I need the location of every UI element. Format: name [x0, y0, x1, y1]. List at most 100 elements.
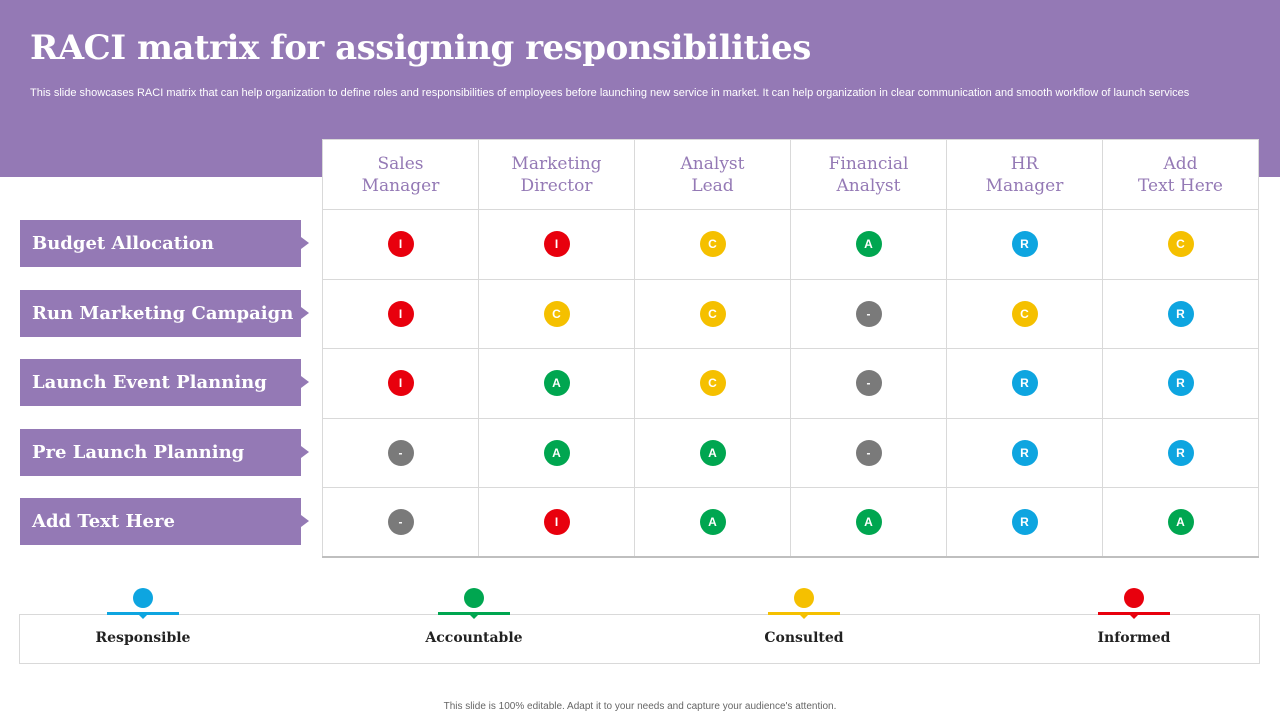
task-label: Run Marketing Campaign: [20, 290, 310, 337]
raci-badge: -: [855, 439, 882, 466]
raci-badge: R: [1011, 509, 1038, 535]
raci-badge: R: [1167, 439, 1194, 466]
task-label-text: Budget Allocation: [20, 220, 301, 267]
legend-item-responsible: Responsible: [63, 588, 223, 658]
legend-bar: [1098, 612, 1170, 615]
legend-bar: [768, 612, 840, 615]
task-label-text: Add Text Here: [20, 498, 301, 545]
matrix-cell: R: [946, 487, 1103, 558]
raci-badge: R: [1011, 439, 1038, 466]
matrix-cell: C: [1102, 209, 1259, 280]
legend-label: Accountable: [425, 630, 523, 646]
pointer-arrow-icon: [301, 446, 309, 458]
matrix-cell: -: [790, 348, 947, 419]
matrix-cell: R: [946, 417, 1103, 488]
legend-bar: [438, 612, 510, 615]
matrix-row: I A C - R R: [322, 348, 1259, 419]
matrix-cell: R: [946, 209, 1103, 280]
pointer-arrow-icon: [301, 515, 309, 527]
matrix-row: I I C A R C: [322, 209, 1259, 280]
raci-badge: -: [387, 439, 414, 466]
column-header: HR Manager: [946, 139, 1103, 210]
column-header: Financial Analyst: [790, 139, 947, 210]
legend-pointer-icon: [139, 615, 147, 619]
raci-badge: C: [699, 300, 726, 327]
legend-item-accountable: Accountable: [394, 588, 554, 658]
raci-matrix: Sales Manager Marketing Director Analyst…: [322, 139, 1259, 558]
legend-dot-icon: [1124, 588, 1144, 608]
legend-pointer-icon: [1130, 615, 1138, 619]
raci-badge: C: [1167, 231, 1194, 258]
raci-badge: I: [543, 509, 570, 535]
column-header: Analyst Lead: [634, 139, 791, 210]
task-label-text: Pre Launch Planning: [20, 429, 301, 476]
task-label: Add Text Here: [20, 498, 310, 545]
legend-label: Responsible: [95, 630, 191, 646]
raci-badge: I: [387, 370, 414, 397]
raci-badge: I: [543, 231, 570, 258]
matrix-cell: -: [322, 417, 479, 488]
raci-badge: R: [1011, 231, 1038, 258]
raci-badge: C: [699, 370, 726, 397]
legend-item-informed: Informed: [1054, 588, 1214, 658]
raci-badge: I: [387, 231, 414, 258]
pointer-arrow-icon: [301, 376, 309, 388]
task-label: Pre Launch Planning: [20, 429, 310, 476]
raci-badge: R: [1011, 370, 1038, 397]
column-header: Add Text Here: [1102, 139, 1259, 210]
raci-badge: A: [543, 370, 570, 397]
matrix-header-row: Sales Manager Marketing Director Analyst…: [322, 139, 1259, 210]
raci-badge: -: [855, 370, 882, 397]
legend-dot-icon: [794, 588, 814, 608]
raci-badge: A: [543, 439, 570, 466]
task-label-text: Launch Event Planning: [20, 359, 301, 406]
matrix-cell: A: [634, 487, 791, 558]
raci-badge: I: [387, 300, 414, 327]
matrix-cell: A: [478, 348, 635, 419]
matrix-cell: A: [634, 417, 791, 488]
matrix-row: - I A A R A: [322, 487, 1259, 558]
task-label: Budget Allocation: [20, 220, 310, 267]
legend-box: [19, 614, 1260, 664]
matrix-row: - A A - R R: [322, 417, 1259, 488]
raci-badge: -: [855, 300, 882, 327]
raci-badge: -: [387, 509, 414, 535]
matrix-cell: I: [478, 487, 635, 558]
raci-badge: R: [1167, 300, 1194, 327]
matrix-cell: C: [946, 278, 1103, 349]
legend-pointer-icon: [470, 615, 478, 619]
legend-label: Consulted: [764, 630, 844, 646]
matrix-cell: R: [1102, 278, 1259, 349]
page-title: RACI matrix for assigning responsibiliti…: [30, 28, 811, 68]
legend-dot-icon: [464, 588, 484, 608]
raci-badge: R: [1167, 370, 1194, 397]
matrix-cell: I: [322, 348, 479, 419]
column-header: Sales Manager: [322, 139, 479, 210]
raci-badge: C: [699, 231, 726, 258]
matrix-cell: A: [1102, 487, 1259, 558]
pointer-arrow-icon: [301, 307, 309, 319]
matrix-cell: I: [322, 278, 479, 349]
raci-badge: A: [699, 509, 726, 535]
matrix-cell: C: [478, 278, 635, 349]
matrix-cell: R: [946, 348, 1103, 419]
matrix-cell: -: [322, 487, 479, 558]
matrix-cell: I: [322, 209, 479, 280]
matrix-cell: A: [790, 209, 947, 280]
matrix-cell: A: [478, 417, 635, 488]
matrix-cell: A: [790, 487, 947, 558]
matrix-cell: C: [634, 278, 791, 349]
task-label: Launch Event Planning: [20, 359, 310, 406]
page-subtitle: This slide showcases RACI matrix that ca…: [30, 87, 1190, 99]
legend-item-consulted: Consulted: [724, 588, 884, 658]
raci-badge: C: [1011, 300, 1038, 327]
raci-badge: A: [855, 509, 882, 535]
matrix-cell: -: [790, 278, 947, 349]
matrix-cell: -: [790, 417, 947, 488]
matrix-row: I C C - C R: [322, 278, 1259, 349]
matrix-cell: I: [478, 209, 635, 280]
matrix-cell: R: [1102, 417, 1259, 488]
raci-badge: C: [543, 300, 570, 327]
footer-note: This slide is 100% editable. Adapt it to…: [443, 701, 837, 712]
legend-pointer-icon: [800, 615, 808, 619]
